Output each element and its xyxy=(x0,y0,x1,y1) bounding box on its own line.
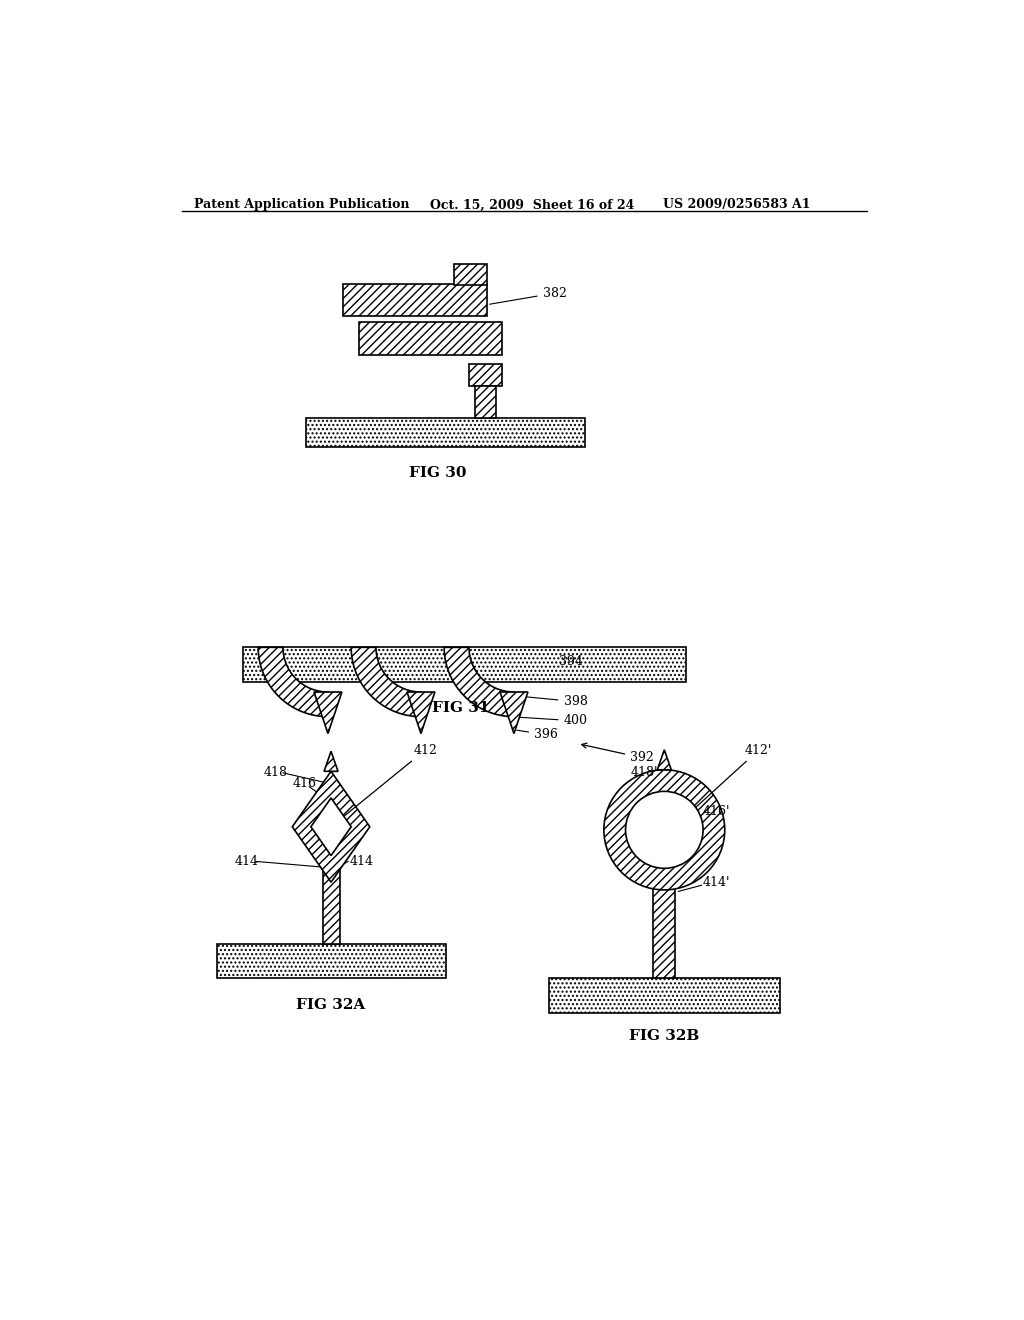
Text: 412: 412 xyxy=(334,743,437,824)
Text: FIG 32B: FIG 32B xyxy=(629,1028,699,1043)
Polygon shape xyxy=(292,771,370,882)
Bar xyxy=(217,944,445,978)
Polygon shape xyxy=(657,750,672,770)
Bar xyxy=(306,418,586,447)
Text: US 2009/0256583 A1: US 2009/0256583 A1 xyxy=(663,198,810,211)
Polygon shape xyxy=(444,647,514,717)
Circle shape xyxy=(604,770,725,890)
Bar xyxy=(475,385,496,418)
Text: 414': 414' xyxy=(703,875,730,888)
Text: 414: 414 xyxy=(234,855,259,869)
Polygon shape xyxy=(258,647,328,717)
Polygon shape xyxy=(351,647,421,717)
Text: 382: 382 xyxy=(489,286,566,304)
Polygon shape xyxy=(314,692,342,734)
Text: FIG 30: FIG 30 xyxy=(410,466,467,480)
Polygon shape xyxy=(311,797,351,855)
Text: Patent Application Publication: Patent Application Publication xyxy=(194,198,410,211)
Text: FIG 32A: FIG 32A xyxy=(296,998,366,1011)
Bar xyxy=(243,647,686,682)
Text: 416': 416' xyxy=(703,805,730,818)
Polygon shape xyxy=(500,692,528,734)
Text: 412': 412' xyxy=(668,743,772,833)
Polygon shape xyxy=(407,692,435,734)
Bar xyxy=(469,364,503,385)
Bar xyxy=(323,859,340,944)
Text: 394: 394 xyxy=(559,655,583,668)
Text: 416: 416 xyxy=(292,777,316,791)
Bar xyxy=(653,878,675,978)
Text: 396: 396 xyxy=(517,729,558,742)
Text: FIG 31: FIG 31 xyxy=(432,701,490,715)
Bar xyxy=(343,284,486,317)
Bar xyxy=(454,264,486,285)
Circle shape xyxy=(626,792,703,869)
Text: 400: 400 xyxy=(513,714,588,727)
Polygon shape xyxy=(324,751,338,771)
Bar xyxy=(359,322,503,355)
Text: Oct. 15, 2009  Sheet 16 of 24: Oct. 15, 2009 Sheet 16 of 24 xyxy=(430,198,635,211)
Text: 414: 414 xyxy=(349,855,374,869)
Text: 418': 418' xyxy=(630,767,657,779)
Text: 392: 392 xyxy=(582,743,654,764)
Bar xyxy=(549,978,779,1014)
Text: 398: 398 xyxy=(511,696,588,708)
Text: 418: 418 xyxy=(263,767,288,779)
